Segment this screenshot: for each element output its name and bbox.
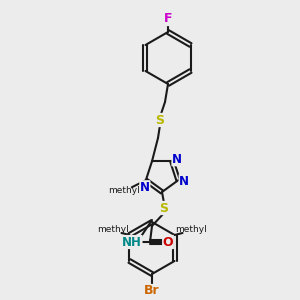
Text: S: S [155,113,164,127]
Text: methyl: methyl [98,226,129,235]
Text: Br: Br [144,284,160,298]
Text: methyl: methyl [175,226,206,235]
Text: N: N [172,153,182,166]
Text: N: N [179,175,189,188]
Text: methyl: methyl [108,186,140,195]
Text: F: F [164,13,172,26]
Text: O: O [163,236,173,248]
Text: N: N [140,181,150,194]
Text: S: S [160,202,169,214]
Text: NH: NH [122,236,142,248]
